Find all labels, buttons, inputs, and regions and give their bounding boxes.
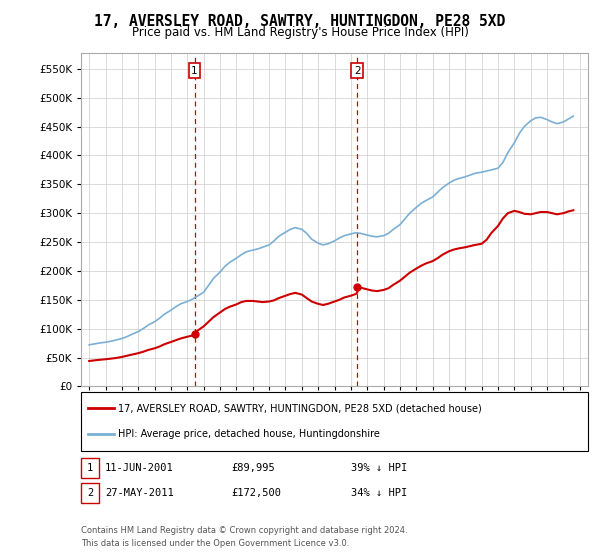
Text: £89,995: £89,995 <box>231 463 275 473</box>
Text: 17, AVERSLEY ROAD, SAWTRY, HUNTINGDON, PE28 5XD (detached house): 17, AVERSLEY ROAD, SAWTRY, HUNTINGDON, P… <box>118 403 482 413</box>
Text: HPI: Average price, detached house, Huntingdonshire: HPI: Average price, detached house, Hunt… <box>118 430 380 440</box>
Text: 27-MAY-2011: 27-MAY-2011 <box>105 488 174 498</box>
Text: £172,500: £172,500 <box>231 488 281 498</box>
Text: Price paid vs. HM Land Registry's House Price Index (HPI): Price paid vs. HM Land Registry's House … <box>131 26 469 39</box>
Text: 17, AVERSLEY ROAD, SAWTRY, HUNTINGDON, PE28 5XD: 17, AVERSLEY ROAD, SAWTRY, HUNTINGDON, P… <box>94 14 506 29</box>
Text: This data is licensed under the Open Government Licence v3.0.: This data is licensed under the Open Gov… <box>81 539 349 548</box>
Text: 11-JUN-2001: 11-JUN-2001 <box>105 463 174 473</box>
Text: 2: 2 <box>354 66 361 76</box>
Text: Contains HM Land Registry data © Crown copyright and database right 2024.: Contains HM Land Registry data © Crown c… <box>81 526 407 535</box>
Text: 34% ↓ HPI: 34% ↓ HPI <box>351 488 407 498</box>
Text: 1: 1 <box>87 463 93 473</box>
Text: 2: 2 <box>87 488 93 498</box>
Text: 39% ↓ HPI: 39% ↓ HPI <box>351 463 407 473</box>
Text: 1: 1 <box>191 66 198 76</box>
